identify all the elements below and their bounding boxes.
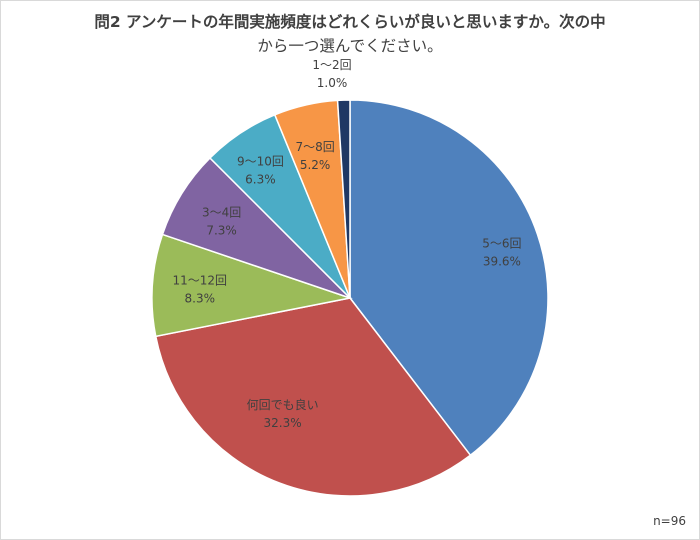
pie-slice-2 (151, 233, 353, 338)
chart-title-line1: 問2 アンケートの年間実施頻度はどれくらいが良いと思いますか。次の中 (94, 13, 606, 31)
slice-value-2: 8.3% (185, 291, 216, 305)
slice-label-5: 7〜8回 (295, 140, 334, 154)
slice-value-6: 1.0% (317, 76, 348, 90)
sample-size-note: n=96 (653, 514, 686, 528)
pie-slice-0 (349, 99, 549, 457)
slice-label-4: 9〜10回 (237, 155, 284, 169)
chart-title-line2: から一つ選んでください。 (257, 37, 443, 55)
slice-value-1: 32.3% (264, 416, 302, 430)
slice-label-3: 3〜4回 (202, 206, 241, 220)
chart-title: 問2 アンケートの年間実施頻度はどれくらいが良いと思いますか。次の中 から一つ選… (60, 10, 640, 58)
slice-label-0: 5〜6回 (482, 237, 521, 251)
pie-slice-1 (154, 297, 472, 497)
slice-value-4: 6.3% (245, 173, 276, 187)
slice-label-6: 1〜2回 (312, 58, 351, 72)
pie-slice-6 (336, 99, 351, 299)
slice-value-5: 5.2% (300, 158, 331, 172)
slice-value-3: 7.3% (206, 224, 237, 238)
slice-label-1: 何回でも良い (247, 397, 319, 412)
slice-label-2: 11〜12回 (173, 273, 228, 287)
slice-value-0: 39.6% (483, 255, 521, 269)
